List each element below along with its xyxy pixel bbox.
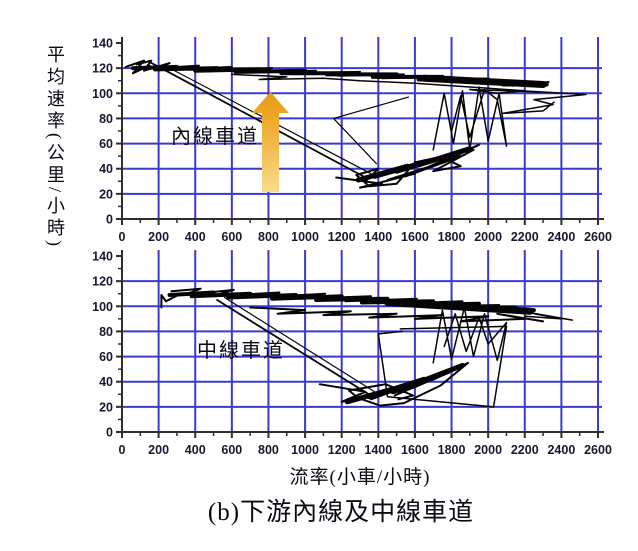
series-recovery-tangle (432, 306, 508, 364)
y-tick-label: 140 (92, 37, 113, 51)
series-recovery-tangle (432, 86, 508, 151)
x-tick-label: 0 (119, 230, 126, 244)
y-tick-label: 60 (99, 350, 113, 364)
x-tick-label: 1200 (328, 443, 356, 457)
x-tick-label: 1600 (401, 443, 429, 457)
x-axis-title: 流率(小車/小時) (289, 467, 431, 488)
x-tick-label: 200 (148, 443, 169, 457)
series-band-thick-right (384, 299, 534, 315)
chart-middle-lane: 0 200 400 600 800 1000 1200 1400 1600 1800 2000 220… (92, 250, 612, 458)
series-right-extension (498, 88, 587, 115)
x-tick-label: 1800 (438, 230, 466, 244)
series-band-thick-right (420, 74, 547, 88)
y-tick-label: 40 (99, 375, 113, 389)
series-right-extension (514, 309, 574, 321)
y-tick-label: 120 (92, 62, 113, 76)
series-speed-drop-diagonal-a (216, 299, 374, 398)
x-tick-label: 1400 (364, 443, 392, 457)
x-tick-label: 200 (148, 230, 169, 244)
x-tick-label: 2400 (547, 230, 575, 244)
x-tick-label: 2600 (584, 443, 612, 457)
x-tick-label: 1200 (328, 230, 356, 244)
lane-label-inner: 內線車道 (171, 126, 259, 148)
y-tick-label: 80 (99, 325, 113, 339)
y-tick-label: 80 (99, 112, 113, 126)
y-tick-label: 0 (106, 213, 113, 227)
series-congested-cluster-scatter (335, 143, 480, 189)
x-tick-label: 800 (258, 443, 279, 457)
x-tick-label: 2000 (474, 230, 502, 244)
x-tick-label: 2200 (511, 443, 539, 457)
y-tick-label: 100 (92, 87, 113, 101)
series-speed-drop-diagonal-b (223, 296, 378, 394)
series-triangle-left-of-cluster (332, 96, 410, 165)
y-tick-label: 60 (99, 137, 113, 151)
lane-label-middle: 中線車道 (197, 340, 285, 362)
y-tick-label: 0 (106, 426, 113, 440)
x-tick-label: 400 (185, 443, 206, 457)
series-congested-cluster-scatter (318, 361, 469, 407)
x-tick-label: 2600 (584, 230, 612, 244)
y-tick-label: 120 (92, 275, 113, 289)
y-tick-label: 20 (99, 400, 113, 414)
y-tick-label: 140 (92, 250, 113, 264)
chart-inner-lane: 0 200 400 600 800 1000 1200 1400 1600 1800 2000 220… (92, 37, 612, 245)
x-tick-label: 1800 (438, 443, 466, 457)
y-tick-label: 40 (99, 162, 113, 176)
series-band-lower-strand (249, 306, 545, 323)
series-band-start-hook (160, 292, 182, 309)
figure-caption: (b)下游內線及中線車道 (207, 499, 475, 526)
x-tick-label: 2400 (547, 443, 575, 457)
x-tick-label: 2000 (474, 443, 502, 457)
y-tick-label: 20 (99, 187, 113, 201)
x-tick-label: 600 (221, 230, 242, 244)
series-band-lower-strand (231, 73, 541, 95)
series-congested-cluster-core (355, 146, 473, 183)
x-tick-label: 0 (119, 443, 126, 457)
series-speed-drop-diagonal-a (148, 61, 367, 179)
x-tick-label: 1400 (364, 230, 392, 244)
x-tick-label: 400 (185, 230, 206, 244)
x-tick-label: 1000 (291, 443, 319, 457)
x-tick-label: 1000 (291, 230, 319, 244)
x-tick-label: 600 (221, 443, 242, 457)
x-tick-label: 800 (258, 230, 279, 244)
x-tick-label: 2200 (511, 230, 539, 244)
y-tick-label: 100 (92, 300, 113, 314)
x-tick-label: 1600 (401, 230, 429, 244)
y-axis-title: 平均速率(公里/小時) (45, 45, 65, 250)
